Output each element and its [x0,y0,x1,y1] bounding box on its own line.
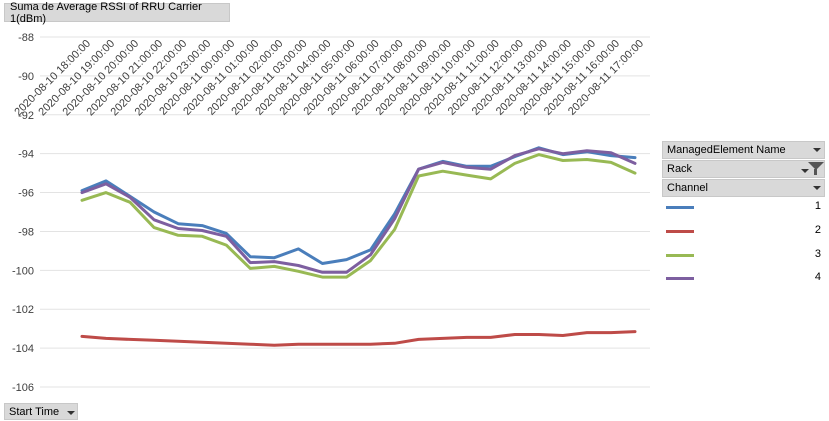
y-tick-label: -92 [18,110,34,122]
rack-field-button[interactable]: Rack [662,160,825,178]
chevron-down-icon [813,186,821,190]
series-line-1 [80,146,637,265]
legend-swatch [666,254,694,257]
legend-swatch [666,206,694,209]
series-group [80,146,637,347]
filter-icon-stem [814,169,817,175]
channel-field-button[interactable]: Channel [662,179,825,197]
value-field-button[interactable]: Suma de Average RSSI of RRU Carrier 1(dB… [4,0,230,25]
y-tick-label: -106 [12,382,34,394]
legend-item-4: 4 [662,269,825,287]
legend-item-3: 3 [662,246,825,264]
chevron-down-icon [801,169,809,173]
y-tick-label: -94 [18,149,34,161]
rack-label: Rack [667,163,693,175]
managed-element-label: ManagedElement Name [667,144,786,156]
managed-element-field-button[interactable]: ManagedElement Name [662,141,825,159]
legend-swatch [666,230,694,233]
series-line-2 [80,330,637,347]
legend-label: 2 [814,224,821,236]
y-tick-label: -88 [18,32,34,44]
legend-label: 1 [814,200,821,212]
grid [40,36,650,388]
legend-label: 4 [814,271,821,283]
filter-icon [808,162,824,170]
value-field-label: Suma de Average RSSI of RRU Carrier 1(dB… [10,0,202,25]
start-time-field-label: Start Time [9,405,60,418]
start-time-field-button[interactable]: Start Time [4,403,78,420]
legend-swatch [666,277,694,280]
y-tick-label: -98 [18,226,34,238]
chevron-down-icon [813,148,821,152]
legend-item-1: 1 [662,198,825,216]
y-axis: -88 -90 -92 -94 -96 -98 -100 -102 -104 -106 [12,32,34,394]
y-tick-label: -96 [18,188,34,200]
channel-label: Channel [667,182,708,194]
series-line-3 [80,153,637,279]
chevron-down-icon [67,411,75,415]
y-tick-label: -90 [18,71,34,83]
series-line-4 [80,147,637,274]
y-tick-label: -100 [12,265,34,277]
legend-label: 3 [814,248,821,260]
y-tick-label: -104 [12,343,34,355]
y-tick-label: -102 [12,304,34,316]
legend-item-2: 2 [662,222,825,240]
